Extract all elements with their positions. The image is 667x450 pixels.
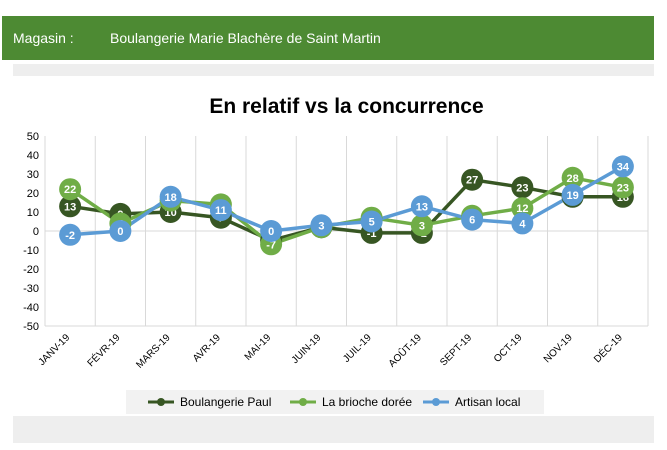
line-chart: En relatif vs la concurrence50403020100-… [23, 95, 649, 414]
data-label: -2 [65, 230, 75, 242]
x-tick-label: AVR-19 [191, 332, 223, 364]
data-point [461, 208, 484, 231]
data-label: 23 [516, 182, 528, 194]
y-tick-label: -40 [23, 302, 39, 314]
x-tick-label: MARS-19 [134, 332, 173, 371]
data-label: 27 [466, 175, 478, 187]
legend-swatch-marker [157, 398, 165, 406]
x-tick-label: OCT-19 [492, 332, 525, 365]
chart-title: En relatif vs la concurrence [209, 95, 483, 118]
y-tick-label: -10 [23, 245, 39, 257]
data-label: -7 [266, 239, 276, 251]
store-header: Magasin : Boulangerie Marie Blachère de … [2, 16, 654, 60]
y-tick-label: 30 [27, 169, 39, 181]
data-label: 19 [567, 190, 579, 202]
x-tick-label: NOV-19 [542, 332, 575, 365]
y-tick-label: -50 [23, 321, 39, 333]
x-tick-label: FÉVR-19 [84, 331, 123, 370]
x-tick-label: JANV-19 [37, 332, 73, 368]
y-tick-label: -20 [23, 264, 39, 276]
x-tick-label: JUIN-19 [290, 332, 324, 366]
data-point [310, 214, 333, 237]
data-point [59, 178, 82, 201]
legend-box [126, 390, 544, 414]
data-point [561, 183, 584, 206]
data-label: 11 [215, 205, 227, 217]
x-tick-label: SEPT-19 [438, 332, 474, 368]
data-label: 18 [165, 192, 177, 204]
data-point [209, 199, 232, 222]
y-tick-label: 20 [27, 188, 39, 200]
legend-label: La brioche dorée [322, 395, 412, 409]
x-tick-label: MAI-19 [243, 332, 274, 363]
data-label: 13 [416, 201, 428, 213]
data-label: 22 [64, 184, 76, 196]
data-label: 23 [617, 182, 629, 194]
legend: Boulangerie Paul La brioche dorée Artisan … [126, 390, 544, 414]
data-label: 5 [369, 217, 375, 229]
data-point [410, 214, 433, 237]
data-label: 3 [318, 220, 324, 232]
data-label: 0 [268, 226, 274, 238]
y-tick-label: 40 [27, 150, 39, 162]
data-point [611, 176, 634, 199]
legend-swatch-marker [432, 398, 440, 406]
y-tick-label: 0 [33, 226, 39, 238]
data-point [511, 197, 534, 220]
data-point [511, 212, 534, 235]
data-point [59, 223, 82, 246]
data-label: 4 [519, 218, 526, 230]
data-point [561, 166, 584, 189]
chart-area: En relatif vs la concurrence 50 40 30 20 10 0-… [13, 76, 654, 416]
store-name: Boulangerie Marie Blachère de Saint Mart… [110, 30, 381, 46]
y-tick-label: 10 [27, 207, 39, 219]
y-tick-label: -30 [23, 283, 39, 295]
data-label: 13 [64, 201, 76, 213]
data-label: 28 [567, 173, 579, 185]
data-point [461, 168, 484, 191]
x-tick-label: AOÛT-19 [385, 331, 424, 370]
legend-swatch-marker [299, 398, 307, 406]
data-label: 0 [117, 226, 123, 238]
data-point [159, 185, 182, 208]
x-tick-label: DÉC-19 [591, 331, 626, 366]
legend-label: Boulangerie Paul [180, 395, 271, 409]
data-point [611, 155, 634, 178]
data-label: 6 [469, 215, 475, 227]
data-label: -1 [367, 228, 377, 240]
data-label: 34 [617, 161, 630, 173]
data-point [410, 195, 433, 218]
y-tick-label: 50 [27, 131, 39, 143]
x-tick-label: JUIL-19 [341, 332, 374, 365]
data-point [511, 176, 534, 199]
store-label: Magasin : [13, 30, 74, 46]
data-point [109, 220, 132, 242]
data-point [59, 195, 82, 218]
legend-label: Artisan local [455, 395, 520, 409]
data-label: 3 [419, 220, 425, 232]
data-label: 12 [516, 203, 528, 215]
data-point [260, 220, 283, 242]
chart-panel: En relatif vs la concurrence 50 40 30 20 10 0-… [13, 64, 654, 443]
data-point [360, 210, 383, 233]
